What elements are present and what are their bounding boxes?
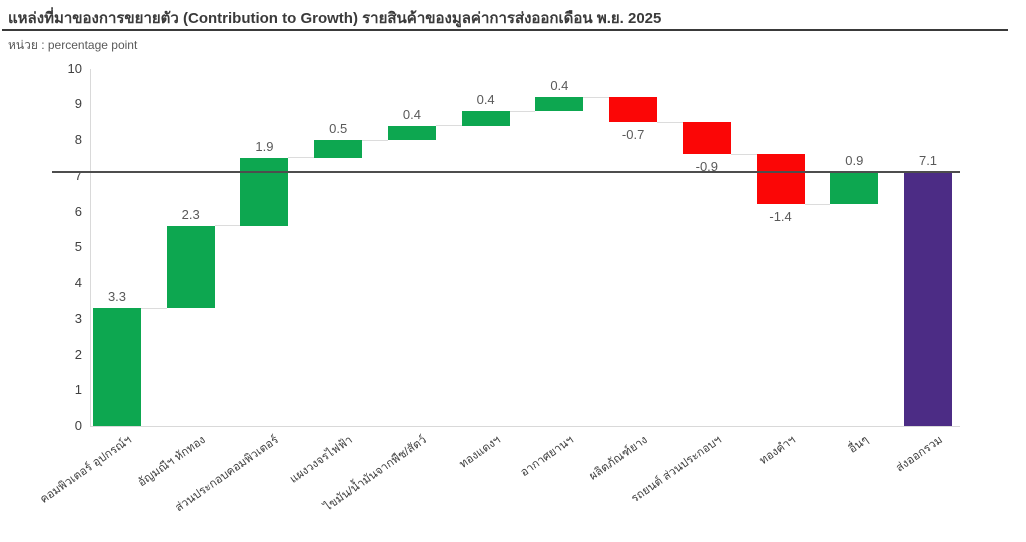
connector-line xyxy=(657,121,683,123)
bar-value-label: 3.3 xyxy=(107,289,127,305)
waterfall-bar xyxy=(756,154,805,205)
connector-line xyxy=(435,125,462,127)
waterfall-bar xyxy=(535,97,584,112)
unit-label: หน่วย : percentage point xyxy=(8,38,138,52)
y-axis-line xyxy=(90,68,91,426)
waterfall-bar xyxy=(387,125,436,140)
connector-line xyxy=(288,157,315,159)
x-axis-category-label: ทองแดงฯ xyxy=(457,434,503,471)
connector-line xyxy=(583,96,610,98)
waterfall-bar xyxy=(682,122,731,155)
reference-line xyxy=(52,171,960,174)
bar-value-label: 1.9 xyxy=(255,138,274,154)
bar-value-label: -0.9 xyxy=(695,159,719,175)
bar-value-label: 2.3 xyxy=(181,206,200,222)
connector-line xyxy=(804,203,831,205)
x-axis-category-label: ทองคำฯ xyxy=(757,434,798,468)
x-axis-category-label: อากาศยานฯ xyxy=(518,434,577,480)
connector-line xyxy=(141,307,167,309)
y-axis-tick-label: 4 xyxy=(74,275,82,290)
waterfall-bar xyxy=(240,157,289,226)
waterfall-bar xyxy=(314,140,363,158)
bar-value-label: 7.1 xyxy=(918,153,938,169)
y-axis-tick-label: 7 xyxy=(74,167,82,183)
x-axis-category-label: ส่วนประกอบคอมพิวเตอร์ xyxy=(173,434,282,515)
y-axis-tick-label: 8 xyxy=(74,132,82,147)
waterfall-bar xyxy=(93,308,141,426)
bar-value-label: -1.4 xyxy=(769,209,792,225)
bar-value-label: 0.4 xyxy=(550,78,569,94)
y-axis-tick-label: 10 xyxy=(67,60,82,76)
y-axis-tick-label: 3 xyxy=(74,310,82,326)
bar-value-label: -0.7 xyxy=(621,127,645,143)
x-axis-category-label: ผลิตภัณฑ์ยาง xyxy=(587,434,650,483)
connector-line xyxy=(214,225,241,227)
waterfall-bar xyxy=(609,97,658,123)
y-axis-tick-label: 1 xyxy=(74,382,82,398)
title-separator xyxy=(2,29,1008,31)
waterfall-chart: 0 1 2 3 4 5 6 7 8 9 10 3.3 คอมพิวเตอร์ อุปกรณ์ฯ 2.3 อั… xyxy=(38,60,960,514)
waterfall-bar xyxy=(461,111,510,126)
x-axis-category-label: อัญมณีฯ หักทอง xyxy=(135,434,208,490)
y-axis-tick-label: 0 xyxy=(74,418,82,433)
page-root: แหล่งที่มาของการขยายตัว (Contribution to… xyxy=(2,10,1008,514)
chart-title: แหล่งที่มาของการขยายตัว (Contribution to… xyxy=(8,10,662,27)
x-axis-category-label: รถยนต์ ส่วนประกอบฯ xyxy=(629,434,724,506)
waterfall-bar xyxy=(904,172,953,426)
waterfall-bar xyxy=(830,172,879,205)
bar-value-label: 0.4 xyxy=(402,106,421,122)
bar-value-label: 0.5 xyxy=(329,121,348,136)
bar-value-label: 0.4 xyxy=(476,92,495,108)
connector-line xyxy=(509,110,536,112)
x-axis-category-label: แผงวงจรไฟฟ้า xyxy=(288,434,356,486)
x-axis-category-label: อื่นๆ xyxy=(847,434,872,456)
y-axis-tick-label: 2 xyxy=(74,346,82,362)
connector-line xyxy=(362,139,388,141)
waterfall-bar xyxy=(166,225,215,309)
x-axis-category-label: ไขมัน/น้ำมันจากพืช/สัตว์ xyxy=(322,434,429,514)
x-axis-line xyxy=(90,426,960,427)
y-axis-tick-label: 6 xyxy=(74,203,82,219)
y-axis-tick-label: 9 xyxy=(74,96,82,112)
x-axis-category-label: คอมพิวเตอร์ อุปกรณ์ฯ xyxy=(38,434,134,506)
y-axis-tick-label: 5 xyxy=(74,239,82,255)
bar-value-label: 0.9 xyxy=(845,153,864,169)
connector-line xyxy=(730,153,757,155)
x-axis-category-label: ส่งออกรวม xyxy=(894,434,945,475)
